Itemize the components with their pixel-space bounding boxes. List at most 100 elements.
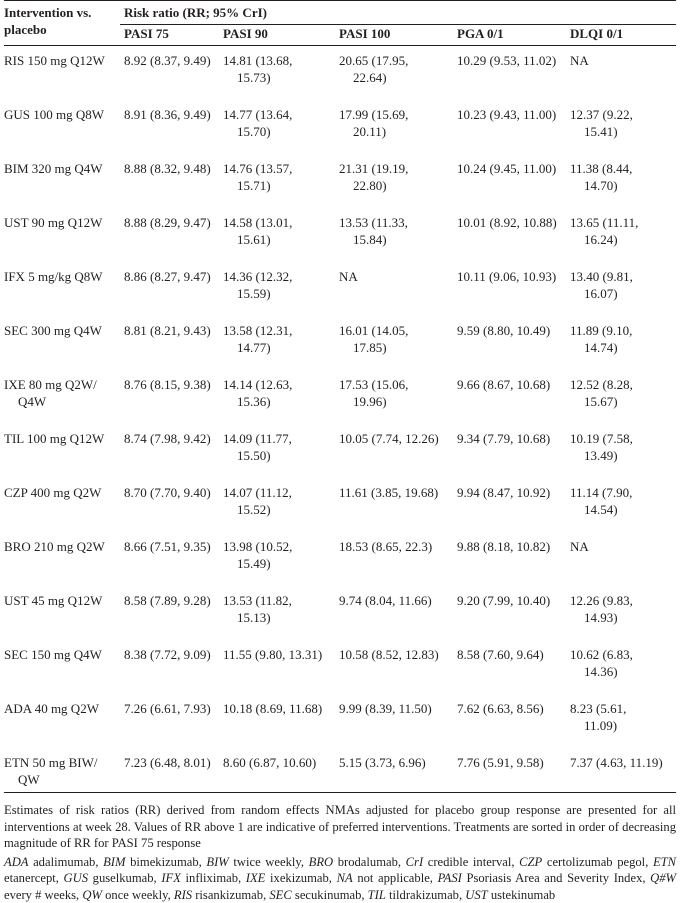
pasi90-cell: 13.98 (10.52,15.49) — [219, 530, 335, 584]
table-footnote: Estimates of risk ratios (RR) derived fr… — [4, 802, 676, 852]
intervention-cell-line: CZP 400 mg Q2W — [4, 484, 120, 501]
pasi90-cell: 8.60 (6.87, 10.60) — [219, 746, 335, 793]
abbreviation-term: Q#W — [650, 871, 676, 885]
pasi90-cell-line: 13.98 (10.52, — [223, 538, 335, 555]
pasi90-cell: 14.09 (11.77,15.50) — [219, 422, 335, 476]
dlqi-cell-line: 11.38 (8.44, — [570, 160, 676, 177]
intervention-header-line2: placebo — [4, 21, 120, 38]
pasi100-cell-line: 16.01 (14.05, — [339, 322, 453, 339]
abbreviation-item: PASI Psoriasis Area and Severity Index — [438, 871, 643, 885]
pasi90-cell-line: 14.81 (13.68, — [223, 52, 335, 69]
pga-cell: 9.34 (7.79, 10.68) — [453, 422, 566, 476]
pasi100-cell: 21.31 (19.19,22.80) — [335, 152, 453, 206]
intervention-cell: TIL 100 mg Q12W — [4, 422, 120, 476]
pasi75-cell-line: 8.74 (7.98, 9.42) — [124, 430, 219, 447]
dlqi-cell: 12.52 (8.28,15.67) — [566, 368, 676, 422]
pasi90-cell-line: 15.50) — [223, 447, 335, 464]
pasi90-cell: 14.77 (13.64,15.70) — [219, 98, 335, 152]
pga-cell-line: 10.24 (9.45, 11.00) — [457, 160, 566, 177]
pasi90-cell-line: 11.55 (9.80, 13.31) — [223, 646, 335, 663]
intervention-cell-line: BRO 210 mg Q2W — [4, 538, 120, 555]
dlqi-cell-line: 10.62 (6.83, — [570, 646, 676, 663]
pasi100-cell-line: 21.31 (19.19, — [339, 160, 453, 177]
intervention-header: Intervention vs. placebo — [4, 1, 120, 46]
dlqi-cell-line: NA — [570, 538, 676, 555]
pasi90-cell-line: 14.36 (12.32, — [223, 268, 335, 285]
pasi90-cell-line: 8.60 (6.87, 10.60) — [223, 754, 335, 771]
dlqi-cell: 8.23 (5.61,11.09) — [566, 692, 676, 746]
pasi75-cell: 8.92 (8.37, 9.49) — [120, 46, 219, 99]
abbreviation-item: BIW twice weekly — [206, 855, 300, 869]
abbreviation-definition: credible interval — [428, 855, 512, 869]
pasi100-cell-line: 20.65 (17.95, — [339, 52, 453, 69]
abbreviation-definition: certolizumab pegol — [547, 855, 645, 869]
column-header-pga: PGA 0/1 — [453, 25, 566, 46]
risk-ratio-table: Intervention vs. placebo Risk ratio (RR;… — [4, 0, 676, 793]
pasi100-cell: 9.99 (8.39, 11.50) — [335, 692, 453, 746]
pasi75-cell-line: 8.58 (7.89, 9.28) — [124, 592, 219, 609]
abbreviation-item: IXE ixekizumab — [246, 871, 329, 885]
dlqi-cell-line: 15.67) — [570, 393, 676, 410]
pasi90-cell-line: 15.71) — [223, 177, 335, 194]
abbreviation-item: TIL tildrakizumab — [368, 888, 459, 902]
risk-ratio-group-label: Risk ratio (RR; 95% CrI) — [124, 5, 267, 20]
pga-cell-line: 9.94 (8.47, 10.92) — [457, 484, 566, 501]
intervention-cell-line: RIS 150 mg Q12W — [4, 52, 120, 69]
column-header-dlqi: DLQI 0/1 — [566, 25, 676, 46]
abbreviation-definition: adalimumab — [33, 855, 95, 869]
pasi100-cell-line: 22.80) — [339, 177, 453, 194]
pasi90-cell-line: 14.14 (12.63, — [223, 376, 335, 393]
abbreviations-list: ADA adalimumab, BIM bimekizumab, BIW twi… — [4, 854, 676, 903]
intervention-cell-line: UST 45 mg Q12W — [4, 592, 120, 609]
dlqi-cell-line: 11.89 (9.10, — [570, 322, 676, 339]
abbreviation-item: CZP certolizumab pegol — [519, 855, 645, 869]
abbreviation-definition: ixekizumab — [270, 871, 329, 885]
abbreviation-definition: every # weeks — [4, 888, 76, 902]
pasi100-cell-line: 20.11) — [339, 123, 453, 140]
pasi90-cell-line: 14.77 (13.64, — [223, 106, 335, 123]
dlqi-cell-line: 8.23 (5.61, — [570, 700, 676, 717]
abbreviation-item: RIS risankizumab — [174, 888, 263, 902]
dlqi-cell-line: 13.65 (11.11, — [570, 214, 676, 231]
intervention-cell-line: BIM 320 mg Q4W — [4, 160, 120, 177]
abbreviation-item: SEC secukinumab — [269, 888, 361, 902]
dlqi-cell-line: 14.93) — [570, 609, 676, 626]
pga-cell: 10.01 (8.92, 10.88) — [453, 206, 566, 260]
dlqi-cell: 12.26 (9.83,14.93) — [566, 584, 676, 638]
pasi90-cell: 13.58 (12.31,14.77) — [219, 314, 335, 368]
abbreviation-definition: risankizumab — [195, 888, 263, 902]
pasi90-cell: 14.76 (13.57,15.71) — [219, 152, 335, 206]
dlqi-cell-line: 12.26 (9.83, — [570, 592, 676, 609]
pasi90-cell-line: 14.58 (13.01, — [223, 214, 335, 231]
pga-cell-line: 9.34 (7.79, 10.68) — [457, 430, 566, 447]
dlqi-cell-line: 16.07) — [570, 285, 676, 302]
pasi100-cell: 16.01 (14.05,17.85) — [335, 314, 453, 368]
pasi100-cell-line: 10.05 (7.74, 12.26) — [339, 430, 453, 447]
pasi75-cell: 8.38 (7.72, 9.09) — [120, 638, 219, 692]
intervention-cell: RIS 150 mg Q12W — [4, 46, 120, 99]
dlqi-cell-line: 12.52 (8.28, — [570, 376, 676, 393]
pasi75-cell-line: 8.66 (7.51, 9.35) — [124, 538, 219, 555]
intervention-cell: IXE 80 mg Q2W/Q4W — [4, 368, 120, 422]
pasi100-cell-line: 9.74 (8.04, 11.66) — [339, 592, 453, 609]
dlqi-cell-line: 14.54) — [570, 501, 676, 518]
abbreviation-term: BRO — [309, 855, 333, 869]
pasi90-cell: 14.36 (12.32,15.59) — [219, 260, 335, 314]
pasi90-cell: 10.18 (8.69, 11.68) — [219, 692, 335, 746]
abbreviation-term: TIL — [368, 888, 386, 902]
pasi75-cell-line: 8.86 (8.27, 9.47) — [124, 268, 219, 285]
pasi90-cell-line: 15.61) — [223, 231, 335, 248]
dlqi-cell: 11.14 (7.90,14.54) — [566, 476, 676, 530]
intervention-cell: IFX 5 mg/kg Q8W — [4, 260, 120, 314]
pasi75-cell: 8.88 (8.29, 9.47) — [120, 206, 219, 260]
pasi100-cell-line: 17.99 (15.69, — [339, 106, 453, 123]
pasi90-cell-line: 15.73) — [223, 69, 335, 86]
intervention-cell: ETN 50 mg BIW/QW — [4, 746, 120, 793]
